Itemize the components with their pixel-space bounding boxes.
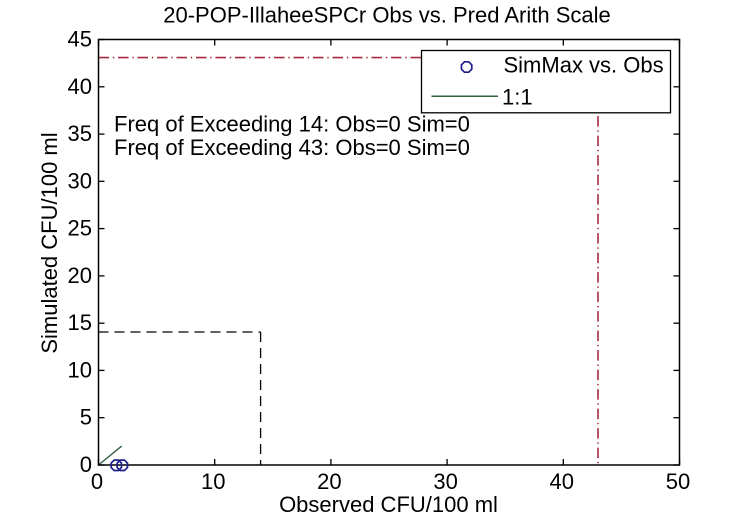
svg-text:10: 10 — [68, 357, 92, 382]
svg-text:25: 25 — [68, 216, 92, 241]
svg-text:Freq of Exceeding 14: Obs=0 Si: Freq of Exceeding 14: Obs=0 Sim=0 — [114, 112, 470, 137]
svg-text:40: 40 — [550, 469, 574, 494]
svg-text:SimMax vs. Obs: SimMax vs. Obs — [504, 53, 664, 78]
svg-text:1:1: 1:1 — [502, 85, 533, 110]
svg-text:Freq of Exceeding 43: Obs=0 Si: Freq of Exceeding 43: Obs=0 Sim=0 — [114, 135, 470, 160]
svg-text:50: 50 — [666, 469, 690, 494]
svg-text:30: 30 — [433, 469, 457, 494]
svg-text:0: 0 — [91, 469, 103, 494]
svg-text:20: 20 — [68, 263, 92, 288]
svg-text:40: 40 — [68, 74, 92, 99]
svg-text:45: 45 — [68, 27, 92, 52]
svg-text:20-POP-IllaheeSPCr Obs vs. Pre: 20-POP-IllaheeSPCr Obs vs. Pred Arith Sc… — [163, 2, 611, 27]
svg-text:5: 5 — [80, 405, 92, 430]
svg-text:30: 30 — [68, 168, 92, 193]
svg-text:Observed CFU/100 ml: Observed CFU/100 ml — [279, 492, 498, 517]
svg-text:Simulated CFU/100 ml: Simulated CFU/100 ml — [37, 132, 62, 353]
svg-text:15: 15 — [68, 310, 92, 335]
svg-text:20: 20 — [317, 469, 341, 494]
svg-text:0: 0 — [80, 452, 92, 477]
svg-text:35: 35 — [68, 121, 92, 146]
svg-text:10: 10 — [201, 469, 225, 494]
